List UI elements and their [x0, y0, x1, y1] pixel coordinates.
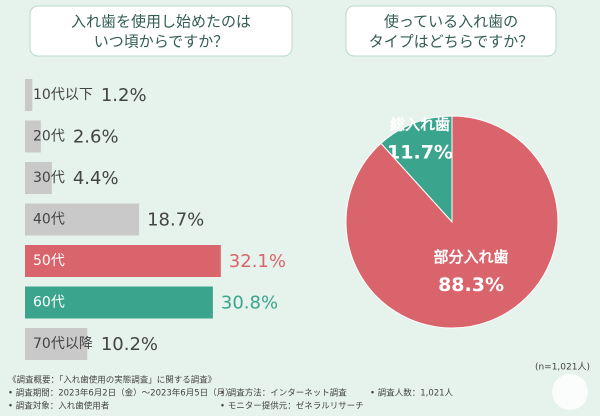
- bar: [25, 162, 52, 194]
- slice-value: 11.7%: [387, 141, 453, 163]
- footer-item: • 調査期間：2023年6月2日（金）～2023年6月5日（月）: [8, 388, 234, 399]
- chart-title: タイプはどちらですか？: [369, 33, 534, 51]
- value-label: 30.8%: [221, 293, 278, 314]
- pie-slice: [380, 115, 453, 224]
- category-label: 20代: [33, 129, 65, 145]
- footer-item: • 調査対象：入れ歯使用者: [8, 401, 110, 412]
- footer-heading: 《調査概要：「入れ歯使用の実態調査」に関する調査》: [8, 375, 216, 386]
- bar: [25, 120, 41, 153]
- footer-item: • モニター提供元：ゼネラルリサーチ: [220, 401, 364, 412]
- slice-label: 総入れ歯: [390, 115, 450, 133]
- slice-label: 部分入れ歯: [434, 248, 509, 266]
- bar: [25, 79, 33, 111]
- chart-title: 使っている入れ歯の: [384, 13, 518, 31]
- value-label: 10.2%: [101, 334, 158, 355]
- bar: [25, 245, 221, 277]
- category-label: 50代: [33, 253, 65, 269]
- category-label: 40代: [33, 212, 65, 228]
- footer-item: • 調査人数：1,021人: [370, 388, 454, 399]
- sample-note: (n=1,021人): [535, 362, 590, 373]
- category-label: 10代以下: [33, 87, 93, 103]
- title-box: [345, 5, 557, 57]
- value-label: 1.2%: [101, 85, 147, 106]
- category-label: 70代以降: [33, 336, 93, 352]
- chart-title: いつ頃からですか？: [94, 33, 229, 51]
- bar: [25, 286, 213, 319]
- bar: [25, 328, 88, 360]
- value-label: 4.4%: [73, 168, 119, 189]
- title-box: [29, 5, 293, 57]
- value-label: 2.6%: [73, 127, 119, 148]
- value-label: 32.1%: [229, 251, 286, 272]
- pie-slice: [345, 115, 559, 329]
- slice-value: 88.3%: [438, 274, 504, 296]
- value-label: 18.7%: [147, 210, 204, 231]
- footer-item: • 調査方法：インターネット調査: [220, 388, 347, 399]
- category-label: 30代: [33, 170, 65, 186]
- chart-title: 入れ歯を使用し始めたのは: [71, 13, 251, 31]
- bar: [25, 203, 140, 236]
- category-label: 60代: [33, 295, 65, 311]
- logo: [552, 374, 588, 410]
